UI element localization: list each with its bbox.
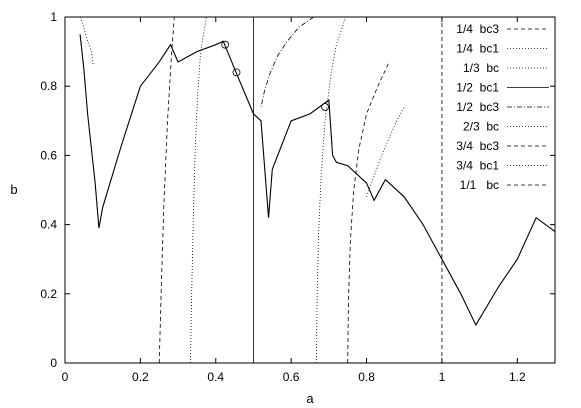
x-tick-label: 0 xyxy=(62,370,69,384)
x-axis-ticks: 0 0.2 0.4 0.6 0.8 1 1.2 xyxy=(62,17,526,384)
y-tick-label: 0.6 xyxy=(40,148,57,162)
x-tick-label: 0.8 xyxy=(358,370,375,384)
series-layer xyxy=(79,17,555,363)
legend-label: 1/2 bc3 xyxy=(456,100,499,114)
legend-label: 1/2 bc1 xyxy=(456,81,499,95)
circle-marker xyxy=(321,103,329,111)
y-tick-label: 0.8 xyxy=(40,79,57,93)
legend-label: 2/3 bc xyxy=(463,120,499,134)
x-tick-label: 0.4 xyxy=(207,370,224,384)
x-tick-label: 0.2 xyxy=(132,370,149,384)
series-line-4 xyxy=(260,17,314,108)
y-axis-ticks: 0 0.2 0.4 0.6 0.8 1 xyxy=(40,10,555,370)
series-line-2 xyxy=(190,17,207,363)
x-tick-label: 1 xyxy=(439,370,446,384)
legend-label: 1/1 bc xyxy=(460,178,499,192)
y-tick-label: 0 xyxy=(50,356,57,370)
y-tick-label: 1 xyxy=(50,10,57,24)
legend-label: 3/4 bc3 xyxy=(456,139,499,153)
legend-label: 3/4 bc1 xyxy=(456,159,499,173)
plot-frame xyxy=(64,16,556,364)
circle-marker xyxy=(232,68,241,77)
marker-layer xyxy=(221,40,329,111)
x-tick-label: 1.2 xyxy=(509,370,526,384)
x-axis-label: a xyxy=(306,391,314,406)
series-line-0 xyxy=(158,17,175,363)
circle-marker xyxy=(221,40,230,49)
y-axis-label: b xyxy=(10,182,17,197)
y-tick-label: 0.4 xyxy=(40,218,57,232)
series-line-7 xyxy=(366,106,405,198)
boundary-curve xyxy=(79,34,555,327)
legend: 1/4 bc3 1/4 bc1 1/3 bc 1/2 bc1 1/2 bc3 2/3 bc… xyxy=(456,22,549,192)
legend-label: 1/4 bc1 xyxy=(456,42,499,56)
x-tick-label: 0.6 xyxy=(283,370,300,384)
series-line-6 xyxy=(347,61,390,363)
y-tick-label: 0.2 xyxy=(40,287,57,301)
legend-label: 1/3 bc xyxy=(463,61,499,75)
series-line-5 xyxy=(316,17,347,363)
legend-label: 1/4 bc3 xyxy=(456,22,499,36)
